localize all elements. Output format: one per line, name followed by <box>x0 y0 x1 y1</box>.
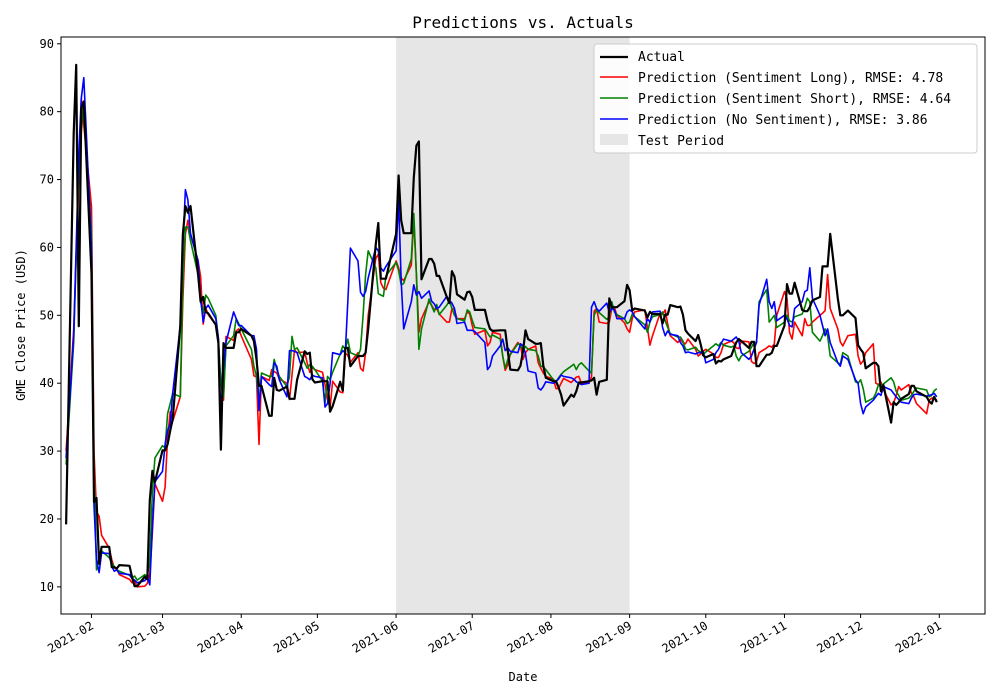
y-tick-label: 10 <box>40 580 54 594</box>
y-tick-label: 40 <box>40 376 54 390</box>
legend: Actual Prediction (Sentiment Long), RMSE… <box>593 43 978 154</box>
y-tick-label: 20 <box>40 512 54 526</box>
y-tick-label: 50 <box>40 308 54 322</box>
legend-label-sentiment-long: Prediction (Sentiment Long), RMSE: 4.78 <box>638 71 943 86</box>
legend-label-sentiment-short: Prediction (Sentiment Short), RMSE: 4.64 <box>638 92 951 107</box>
y-tick-label: 60 <box>40 240 54 254</box>
series-line-actual <box>65 63 938 588</box>
y-tick-label: 70 <box>40 173 54 187</box>
chart-title: Predictions vs. Actuals <box>412 13 634 32</box>
y-tick-label: 30 <box>40 444 54 458</box>
y-tick-label: 80 <box>40 105 54 119</box>
legend-swatch-test-period <box>600 134 628 145</box>
y-axis-ticks: 10 20 30 40 50 60 70 80 90 <box>40 37 61 594</box>
x-axis-label: Date <box>509 670 538 684</box>
legend-label-actual: Actual <box>638 50 685 65</box>
plot-area-frame <box>60 36 986 615</box>
legend-label-no-sentiment: Prediction (No Sentiment), RMSE: 3.86 <box>638 113 928 128</box>
series-layer <box>65 63 938 588</box>
y-tick-label: 90 <box>40 37 54 51</box>
legend-label-test-period: Test Period <box>638 134 724 149</box>
y-axis-label: GME Close Price (USD) <box>14 249 28 401</box>
legend-box <box>593 43 978 154</box>
